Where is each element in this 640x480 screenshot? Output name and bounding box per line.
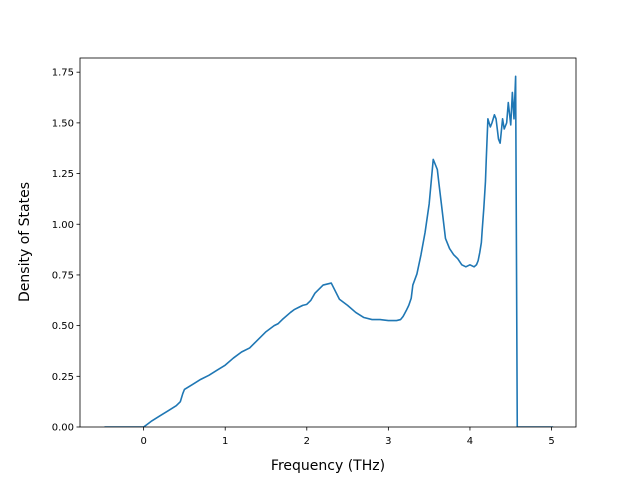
x-tick-label: 0 bbox=[140, 436, 146, 447]
y-tick-label: 1.50 bbox=[52, 118, 74, 129]
y-tick-label: 1.25 bbox=[52, 169, 74, 180]
x-axis-label: Frequency (THz) bbox=[271, 458, 385, 474]
y-tick-label: 0.50 bbox=[52, 321, 74, 332]
x-tick-label: 3 bbox=[385, 436, 391, 447]
x-tick-label: 4 bbox=[467, 436, 473, 447]
x-tick-label: 1 bbox=[222, 436, 228, 447]
axes-frame bbox=[79, 57, 577, 428]
y-tick-label: 0.75 bbox=[52, 270, 74, 281]
axes: 0 1 2 3 4 5 0.00 0.25 0.50 0.75 1.00 1.25 1.50 1.75 bbox=[52, 57, 577, 447]
y-tick-label: 1.00 bbox=[52, 220, 74, 231]
y-tick-label: 1.75 bbox=[52, 68, 74, 79]
x-tick-label: 2 bbox=[304, 436, 310, 447]
y-tick-label: 0.00 bbox=[52, 423, 74, 434]
x-tick-label: 5 bbox=[548, 436, 554, 447]
y-tick-label: 0.25 bbox=[52, 372, 74, 383]
y-axis-label: Density of States bbox=[17, 182, 33, 302]
series-line-0 bbox=[104, 75, 554, 427]
plot-area bbox=[104, 75, 554, 427]
